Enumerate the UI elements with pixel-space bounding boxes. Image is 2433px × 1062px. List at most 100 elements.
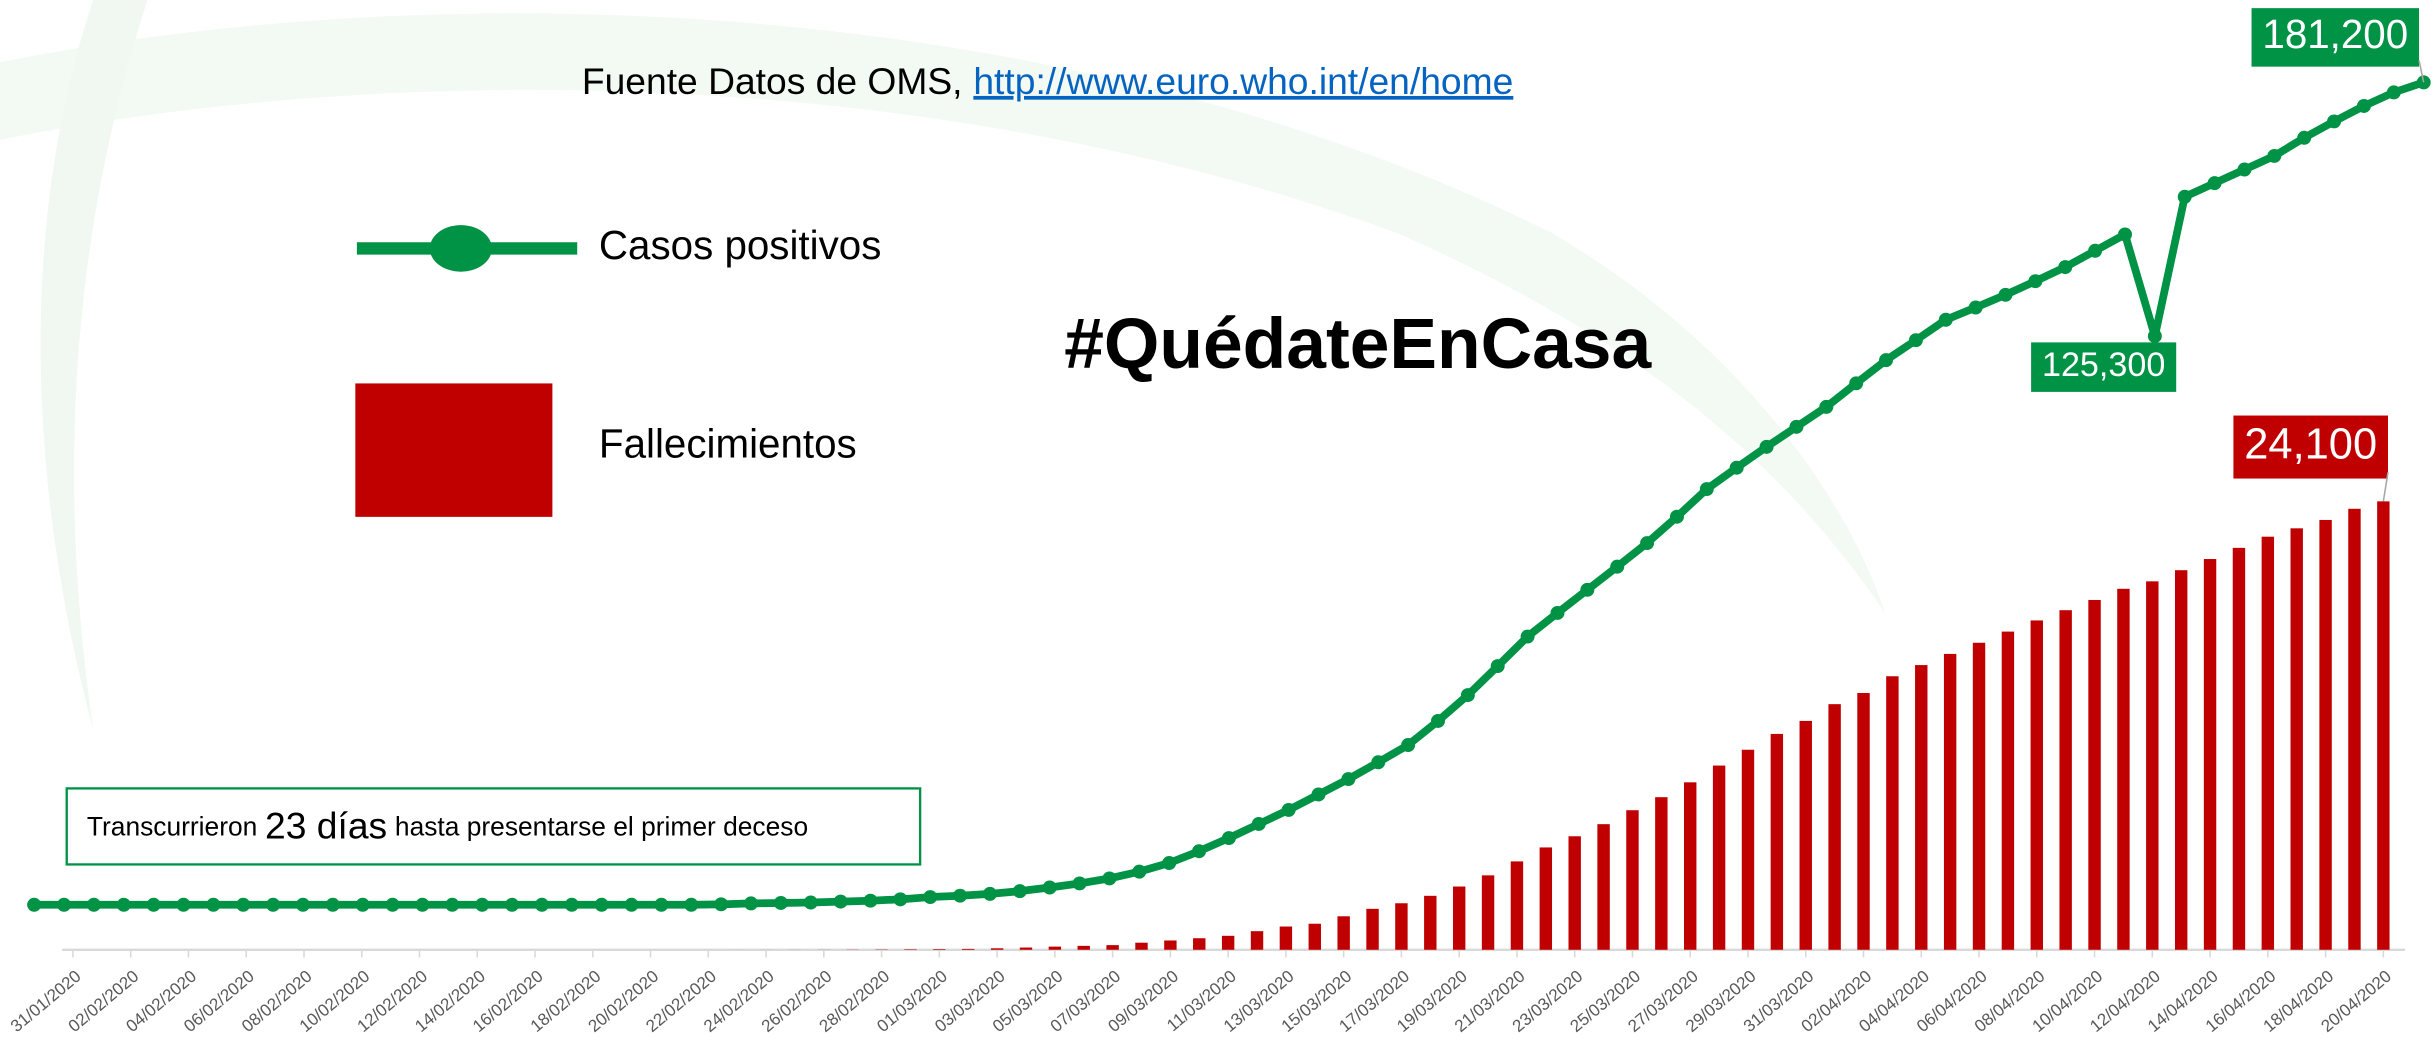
line-point [834,895,848,909]
line-point [983,887,997,901]
line-point [744,896,758,910]
data-label: 181,200 [2262,11,2408,57]
line-point [445,898,459,912]
line-point [505,898,519,912]
line-point [415,898,429,912]
bar [1915,665,1927,950]
bar [2233,548,2245,950]
line-point [2267,149,2281,163]
line-point [2208,176,2222,190]
bar [2319,520,2331,950]
line-point [1730,461,1744,475]
line-point [1969,301,1983,315]
line-point [893,892,907,906]
line-point [1073,876,1087,890]
line-point [1252,817,1266,831]
bar [1597,824,1609,950]
line-point [2148,329,2162,343]
line-point [147,898,161,912]
line-point [774,896,788,910]
bar [1020,948,1032,950]
line-point [684,898,698,912]
bar [1395,903,1407,950]
line-point [326,898,340,912]
line-point [923,890,937,904]
line-point [714,897,728,911]
line-point [565,898,579,912]
line-point [1610,560,1624,574]
line-point [1939,313,1953,327]
bar [1511,861,1523,949]
line-point [356,898,370,912]
line-point [266,898,280,912]
line-point [236,898,250,912]
bar [2377,501,2389,949]
line-point [2058,260,2072,274]
bar [1857,693,1869,950]
bar [1540,847,1552,949]
line-point [1789,420,1803,434]
bar [2262,537,2274,950]
line-point [2088,244,2102,258]
line-point [1670,510,1684,524]
legend-marker [430,225,492,272]
line-point [1401,738,1415,752]
bar [1742,750,1754,950]
bar [1655,797,1667,950]
bar [2002,632,2014,950]
bar [2146,581,2158,949]
bar [1453,887,1465,950]
line-point [1222,831,1236,845]
bar [1800,721,1812,950]
bar [904,949,916,950]
line-point [475,898,489,912]
bar [1713,766,1725,950]
line-point [535,898,549,912]
line-point [296,898,310,912]
line-point [654,898,668,912]
line-point [1192,844,1206,858]
bar [962,949,974,950]
bar [1280,927,1292,950]
bar [1222,936,1234,950]
line-point [1999,288,2013,302]
hashtag-title: #QuédateEnCasa [1064,304,1652,384]
line-point [1132,865,1146,879]
bar [933,949,945,950]
line-point [1461,688,1475,702]
line-point [1341,772,1355,786]
line-point [2327,114,2341,128]
bar [2204,559,2216,950]
line-point [87,898,101,912]
data-label-group: 24,100 [2233,416,2388,502]
line-point [1282,803,1296,817]
bar [2175,570,2187,950]
line-point [2118,227,2132,241]
line-point [2387,85,2401,99]
bar [2348,509,2360,950]
bar [1337,916,1349,949]
line-point [117,898,131,912]
bar [1482,875,1494,949]
bar [1049,947,1061,950]
bar [2117,589,2129,950]
bar [1973,643,1985,950]
line-point [1521,630,1535,644]
legend-swatch [355,383,552,516]
bar [1164,940,1176,949]
line-point [2028,274,2042,288]
line-point [1013,884,1027,898]
bar [1424,896,1436,950]
source-link[interactable]: http://www.euro.who.int/en/home [973,60,1513,102]
bar [1078,946,1090,950]
bar [1886,676,1898,950]
line-point [177,898,191,912]
line-point [57,898,71,912]
line-point [1550,606,1564,620]
line-point [1371,755,1385,769]
line-point [1431,714,1445,728]
line-point [2357,99,2371,113]
bar [1251,931,1263,950]
bar [1193,938,1205,950]
